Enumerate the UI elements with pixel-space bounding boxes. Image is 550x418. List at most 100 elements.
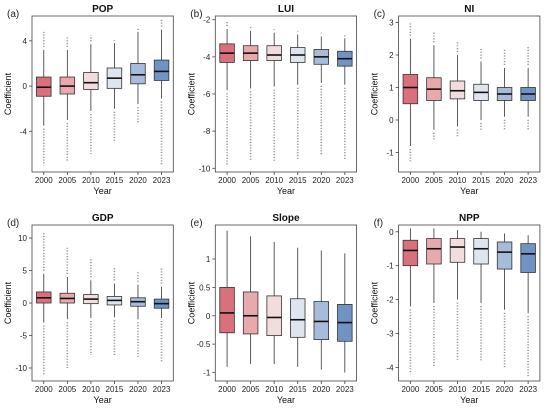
y-tick-label: 5: [23, 267, 28, 276]
y-tick-label: -6: [203, 90, 211, 99]
y-tick-label: -1: [386, 262, 394, 271]
x-tick-label: 2015: [472, 176, 490, 185]
y-axis-label: Coefficient: [370, 72, 380, 115]
y-tick-label: -0.5: [197, 340, 211, 349]
y-axis-label: Coefficient: [370, 281, 380, 324]
box: [130, 63, 146, 85]
x-tick-label: 2020: [312, 176, 330, 185]
x-axis-label: Year: [460, 186, 478, 196]
panel-title: POP: [92, 4, 113, 15]
x-tick-label: 2000: [218, 176, 236, 185]
box: [426, 238, 442, 265]
y-tick-label: -4: [386, 363, 394, 372]
x-tick-label: 2023: [336, 176, 354, 185]
panel-label: (f): [374, 218, 383, 229]
x-tick-label: 2015: [289, 176, 307, 185]
x-axis-label: Year: [277, 395, 295, 405]
y-tick-label: 0: [23, 82, 28, 91]
y-tick-label: 4: [23, 37, 28, 46]
box: [520, 243, 536, 273]
box: [219, 286, 235, 334]
x-tick-label: 2020: [496, 176, 514, 185]
panel-pop: (a) POP -4 0 4 Coefficient Year 2000 2005 2010 201…: [3, 4, 174, 196]
y-axis-label: Coefficient: [186, 281, 196, 324]
y-tick-label: 2: [389, 51, 394, 60]
panel-title: LUI: [278, 4, 294, 15]
box: [496, 241, 513, 270]
y-tick-label: -10: [199, 164, 211, 173]
x-tick-label: 2000: [35, 385, 53, 394]
x-tick-label: 2005: [425, 176, 443, 185]
y-tick-label: -10: [15, 364, 27, 373]
box: [449, 238, 466, 263]
y-axis-label: Coefficient: [3, 281, 13, 324]
x-tick-label: 2023: [519, 176, 537, 185]
plot-frame: [214, 224, 358, 382]
panel-label: (d): [7, 218, 19, 229]
y-tick-label: 1: [389, 84, 394, 93]
x-tick-label: 2010: [265, 176, 283, 185]
box: [266, 295, 282, 337]
y-tick-label: 0.5: [199, 283, 211, 292]
box: [153, 59, 170, 81]
panel-lui: (b) LUI -10 -8 -6 -4 -2 Coefficient Year 2000 2005…: [186, 4, 358, 196]
x-tick-label: 2005: [58, 385, 76, 394]
panel-label: (b): [190, 9, 202, 20]
x-tick-label: 2020: [129, 385, 147, 394]
x-tick-label: 2023: [153, 176, 171, 185]
plot-frame: [31, 15, 174, 173]
y-tick-label: -2: [203, 16, 211, 25]
x-axis-label: Year: [460, 395, 478, 405]
x-tick-label: 2023: [153, 385, 171, 394]
y-tick-label: -5: [20, 332, 28, 341]
box: [266, 45, 282, 61]
x-tick-label: 2005: [425, 385, 443, 394]
panel-title: NPP: [459, 213, 480, 224]
y-tick-label: -4: [20, 127, 28, 136]
x-tick-label: 2010: [449, 176, 467, 185]
panel-ni: (c) NI -1 0 1 2 3 Coefficient Year 2000 2005 2010 20…: [370, 4, 541, 196]
y-tick-label: -8: [203, 127, 211, 136]
panel-label: (a): [7, 9, 19, 20]
y-tick-label: 0: [389, 228, 394, 237]
y-tick-label: -1: [203, 368, 211, 377]
x-tick-label: 2020: [496, 385, 514, 394]
x-tick-label: 2015: [289, 385, 307, 394]
x-tick-label: 2015: [472, 385, 490, 394]
x-tick-label: 2010: [82, 176, 100, 185]
box: [313, 301, 329, 340]
panel-slope: (e) Slope -1 -0.5 0 0.5 1 Coefficient Year 2000 20…: [186, 213, 358, 405]
panel-title: NI: [464, 4, 474, 15]
x-tick-label: 2020: [129, 176, 147, 185]
x-axis-label: Year: [277, 186, 295, 196]
x-axis-label: Year: [94, 186, 112, 196]
x-axis-label: Year: [94, 395, 112, 405]
y-tick-label: 3: [389, 19, 394, 28]
box: [473, 238, 489, 265]
plot-frame: [31, 224, 174, 382]
panel-title: GDP: [92, 213, 114, 224]
x-tick-label: 2000: [218, 385, 236, 394]
panel-title: Slope: [272, 213, 300, 224]
panel-npp: (f) NPP -4 -3 -2 -1 0 Coefficient Year 2000 2005 20…: [370, 213, 541, 405]
box: [290, 298, 306, 338]
y-tick-label: 10: [18, 234, 27, 243]
box: [402, 74, 419, 105]
plot-frame: [214, 15, 358, 173]
x-tick-label: 2005: [242, 385, 260, 394]
box: [449, 80, 466, 100]
y-tick-label: 0: [206, 312, 211, 321]
x-tick-label: 2010: [449, 385, 467, 394]
x-tick-label: 2010: [265, 385, 283, 394]
x-tick-label: 2005: [242, 176, 260, 185]
y-tick-label: -1: [386, 149, 394, 158]
y-tick-label: -3: [386, 330, 394, 339]
x-tick-label: 2000: [35, 176, 53, 185]
x-tick-label: 2023: [336, 385, 354, 394]
box: [83, 72, 99, 90]
x-tick-label: 2000: [401, 385, 419, 394]
x-tick-label: 2010: [82, 385, 100, 394]
y-tick-label: 0: [23, 299, 28, 308]
y-tick-label: -4: [203, 53, 211, 62]
